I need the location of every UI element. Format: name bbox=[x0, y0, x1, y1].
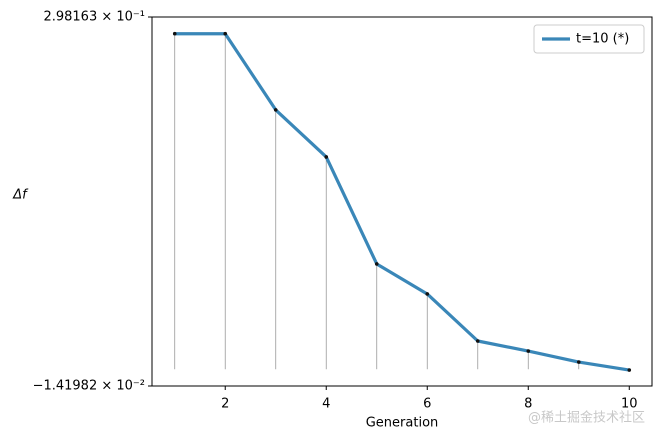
point bbox=[576, 360, 581, 364]
x-tick-label: 6 bbox=[423, 397, 431, 412]
point bbox=[526, 349, 531, 353]
legend-label: t=10 (*) bbox=[576, 32, 629, 47]
x-tick-label: 8 bbox=[524, 397, 532, 412]
legend-box bbox=[533, 24, 645, 54]
y-tick-label: 2.98163 × 10⁻¹ bbox=[43, 10, 145, 25]
x-tick-label: 4 bbox=[322, 397, 330, 412]
point bbox=[475, 339, 480, 343]
point bbox=[324, 155, 329, 159]
point bbox=[425, 292, 430, 296]
y-tick-label: −1.41982 × 10⁻² bbox=[33, 379, 145, 394]
y-axis-label: Δf bbox=[12, 188, 29, 203]
watermark: @稀土掘金技术社区 bbox=[528, 410, 645, 426]
point bbox=[172, 31, 177, 36]
point bbox=[374, 262, 379, 266]
point bbox=[223, 31, 228, 36]
x-axis-label: Generation bbox=[366, 416, 439, 431]
series-line bbox=[174, 32, 630, 372]
x-tick-label: 2 bbox=[221, 397, 229, 412]
point bbox=[627, 368, 632, 372]
x-tick-label: 10 bbox=[621, 397, 638, 412]
point bbox=[273, 108, 278, 112]
plot-frame bbox=[151, 16, 653, 387]
